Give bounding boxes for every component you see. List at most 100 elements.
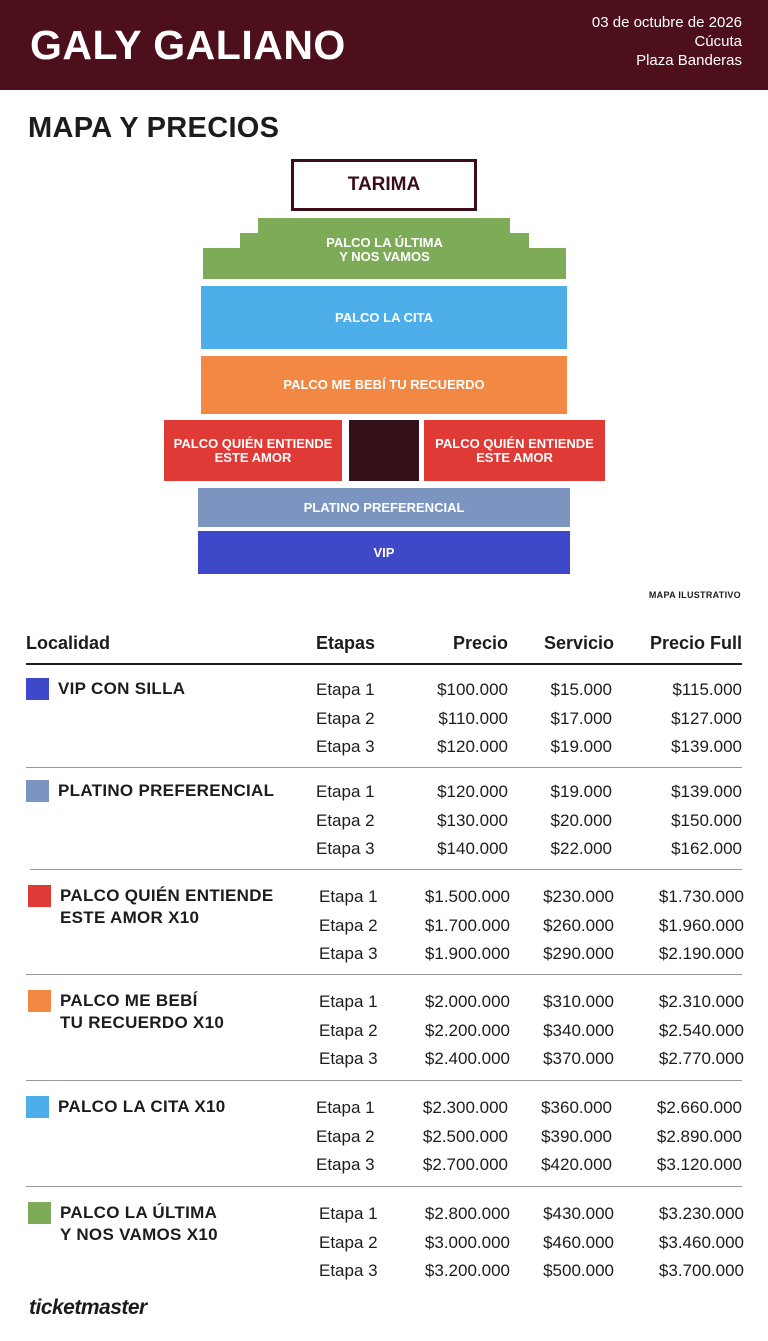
zone-platino-preferencial[interactable]: PLATINO PREFERENCIAL bbox=[198, 488, 570, 527]
zone-quien-left-text: PALCO QUIÉN ENTIENDE ESTE AMOR bbox=[173, 435, 333, 465]
servicio-cell: $20.000 bbox=[550, 810, 612, 830]
precio-cell: $1.700.000 bbox=[424, 915, 510, 935]
header-servicio: Servicio bbox=[543, 633, 614, 653]
header-localidad: Localidad bbox=[26, 633, 111, 653]
zone-palco-la-ultima[interactable] bbox=[203, 218, 566, 279]
precio-full-cell: $2.890.000 bbox=[656, 1126, 742, 1146]
servicio-cell: $340.000 bbox=[543, 1020, 614, 1040]
zone-vip[interactable]: VIP bbox=[198, 531, 570, 574]
servicio-cell: $290.000 bbox=[543, 944, 614, 963]
row-divider bbox=[26, 1080, 742, 1081]
etapa-cell: Etapa 2 bbox=[319, 1232, 378, 1252]
precio-cell: $2.700.000 bbox=[422, 1155, 508, 1174]
localidad-color-swatch bbox=[26, 678, 49, 700]
precio-full-cell: $2.310.000 bbox=[658, 992, 744, 1011]
localidad-name: PALCO LA ÚLTIMA bbox=[60, 1203, 218, 1222]
servicio-cell: $230.000 bbox=[543, 887, 614, 906]
header-divider bbox=[26, 663, 742, 665]
precio-full-cell: $2.660.000 bbox=[656, 1098, 742, 1117]
zone-palco-quien-entiende-right[interactable]: PALCO QUIÉN ENTIENDE ESTE AMOR bbox=[424, 420, 605, 481]
servicio-cell: $19.000 bbox=[550, 737, 612, 756]
precio-full-cell: $2.770.000 bbox=[658, 1049, 744, 1068]
precio-cell: $2.500.000 bbox=[422, 1126, 508, 1146]
etapa-cell: Etapa 2 bbox=[319, 1020, 378, 1040]
row-divider bbox=[26, 1186, 742, 1187]
precio-full-cell: $1.960.000 bbox=[658, 915, 744, 935]
precio-full-cell: $3.460.000 bbox=[658, 1232, 744, 1252]
etapa-cell: Etapa 1 bbox=[319, 992, 378, 1011]
zone-center-block bbox=[349, 420, 419, 481]
servicio-cell: $430.000 bbox=[543, 1204, 614, 1223]
precio-cell: $120.000 bbox=[437, 782, 508, 801]
row-divider bbox=[26, 974, 742, 975]
precio-cell: $100.000 bbox=[437, 680, 508, 699]
zone-cita-text: PALCO LA CITA bbox=[335, 309, 433, 325]
header-etapas: Etapas bbox=[316, 633, 376, 653]
precio-cell: $2.300.000 bbox=[422, 1098, 508, 1117]
precio-cell: $3.200.000 bbox=[424, 1261, 510, 1280]
localidad-name: PLATINO PREFERENCIAL bbox=[58, 781, 275, 800]
event-venue: Plaza Banderas bbox=[636, 52, 742, 69]
zone-palco-la-cita[interactable]: PALCO LA CITA bbox=[201, 286, 567, 349]
precio-cell: $140.000 bbox=[437, 839, 508, 858]
servicio-cell: $390.000 bbox=[541, 1126, 612, 1146]
localidad-name: PALCO LA CITA X10 bbox=[58, 1097, 226, 1116]
row-divider bbox=[26, 767, 742, 768]
etapa-cell: Etapa 1 bbox=[319, 887, 378, 906]
stage: TARIMA bbox=[291, 159, 477, 211]
localidad-name: TU RECUERDO X10 bbox=[60, 1013, 225, 1032]
section-title: MAPA Y PRECIOS bbox=[28, 112, 280, 144]
servicio-cell: $420.000 bbox=[541, 1155, 612, 1174]
precio-full-cell: $2.190.000 bbox=[658, 944, 744, 963]
servicio-cell: $360.000 bbox=[541, 1098, 612, 1117]
precio-cell: $120.000 bbox=[437, 737, 508, 756]
precio-cell: $1.500.000 bbox=[424, 887, 510, 906]
precio-full-cell: $115.000 bbox=[672, 680, 742, 699]
etapa-cell: Etapa 3 bbox=[316, 839, 375, 858]
precio-full-cell: $139.000 bbox=[671, 737, 742, 756]
precio-full-cell: $2.540.000 bbox=[658, 1020, 744, 1040]
zone-label-palco-la-ultima: PALCO LA ÚLTIMA Y NOS VAMOS bbox=[203, 234, 566, 266]
etapa-cell: Etapa 3 bbox=[316, 1155, 375, 1174]
etapa-cell: Etapa 3 bbox=[319, 1261, 378, 1280]
precio-cell: $2.400.000 bbox=[424, 1049, 510, 1068]
zone-platino-text: PLATINO PREFERENCIAL bbox=[303, 499, 465, 515]
localidad-name: VIP CON SILLA bbox=[58, 679, 186, 698]
venue-map: TARIMA PALCO LA ÚLTIMA Y NOS VAMOS PALCO … bbox=[0, 0, 768, 600]
etapa-cell: Etapa 2 bbox=[316, 708, 375, 728]
precio-full-cell: $3.230.000 bbox=[658, 1204, 744, 1223]
localidad-name: ESTE AMOR X10 bbox=[60, 908, 200, 927]
etapa-cell: Etapa 1 bbox=[316, 680, 375, 699]
zone-palco-quien-entiende-left[interactable]: PALCO QUIÉN ENTIENDE ESTE AMOR bbox=[164, 420, 342, 481]
ticketmaster-logo: ticketmaster bbox=[29, 1296, 147, 1319]
etapa-cell: Etapa 2 bbox=[319, 915, 378, 935]
event-info: 03 de octubre de 2026 Cúcuta Plaza Bande… bbox=[592, 13, 742, 70]
precio-full-cell: $3.700.000 bbox=[658, 1261, 744, 1280]
zone-ultima-text: PALCO LA ÚLTIMA Y NOS VAMOS bbox=[326, 235, 443, 264]
etapa-cell: Etapa 3 bbox=[319, 944, 378, 963]
servicio-cell: $460.000 bbox=[543, 1232, 614, 1252]
precio-cell: $130.000 bbox=[437, 810, 508, 830]
precio-cell: $110.000 bbox=[438, 708, 508, 728]
zone-recuerdo-text: PALCO ME BEBÍ TU RECUERDO bbox=[283, 377, 485, 392]
servicio-cell: $500.000 bbox=[543, 1261, 614, 1280]
etapa-cell: Etapa 2 bbox=[316, 810, 375, 830]
event-date: 03 de octubre de 2026 bbox=[591, 14, 742, 31]
etapa-cell: Etapa 1 bbox=[316, 782, 375, 801]
localidad-color-swatch bbox=[28, 1202, 51, 1224]
zone-palco-me-bebi-tu-recuerdo[interactable]: PALCO ME BEBÍ TU RECUERDO bbox=[201, 356, 567, 414]
header-precio-full: Precio Full bbox=[649, 633, 742, 653]
etapa-cell: Etapa 3 bbox=[316, 737, 375, 756]
precio-cell: $2.800.000 bbox=[424, 1204, 510, 1223]
localidad-name: PALCO QUIÉN ENTIENDE bbox=[60, 886, 274, 905]
precio-full-cell: $1.730.000 bbox=[658, 887, 744, 906]
precio-cell: $1.900.000 bbox=[424, 944, 510, 963]
etapa-cell: Etapa 1 bbox=[316, 1098, 375, 1117]
row-divider bbox=[30, 869, 742, 870]
servicio-cell: $260.000 bbox=[543, 915, 614, 935]
servicio-cell: $17.000 bbox=[550, 708, 612, 728]
precio-full-cell: $162.000 bbox=[671, 839, 742, 858]
event-city: Cúcuta bbox=[694, 33, 742, 50]
precio-full-cell: $150.000 bbox=[671, 810, 742, 830]
localidad-color-swatch bbox=[26, 780, 49, 802]
